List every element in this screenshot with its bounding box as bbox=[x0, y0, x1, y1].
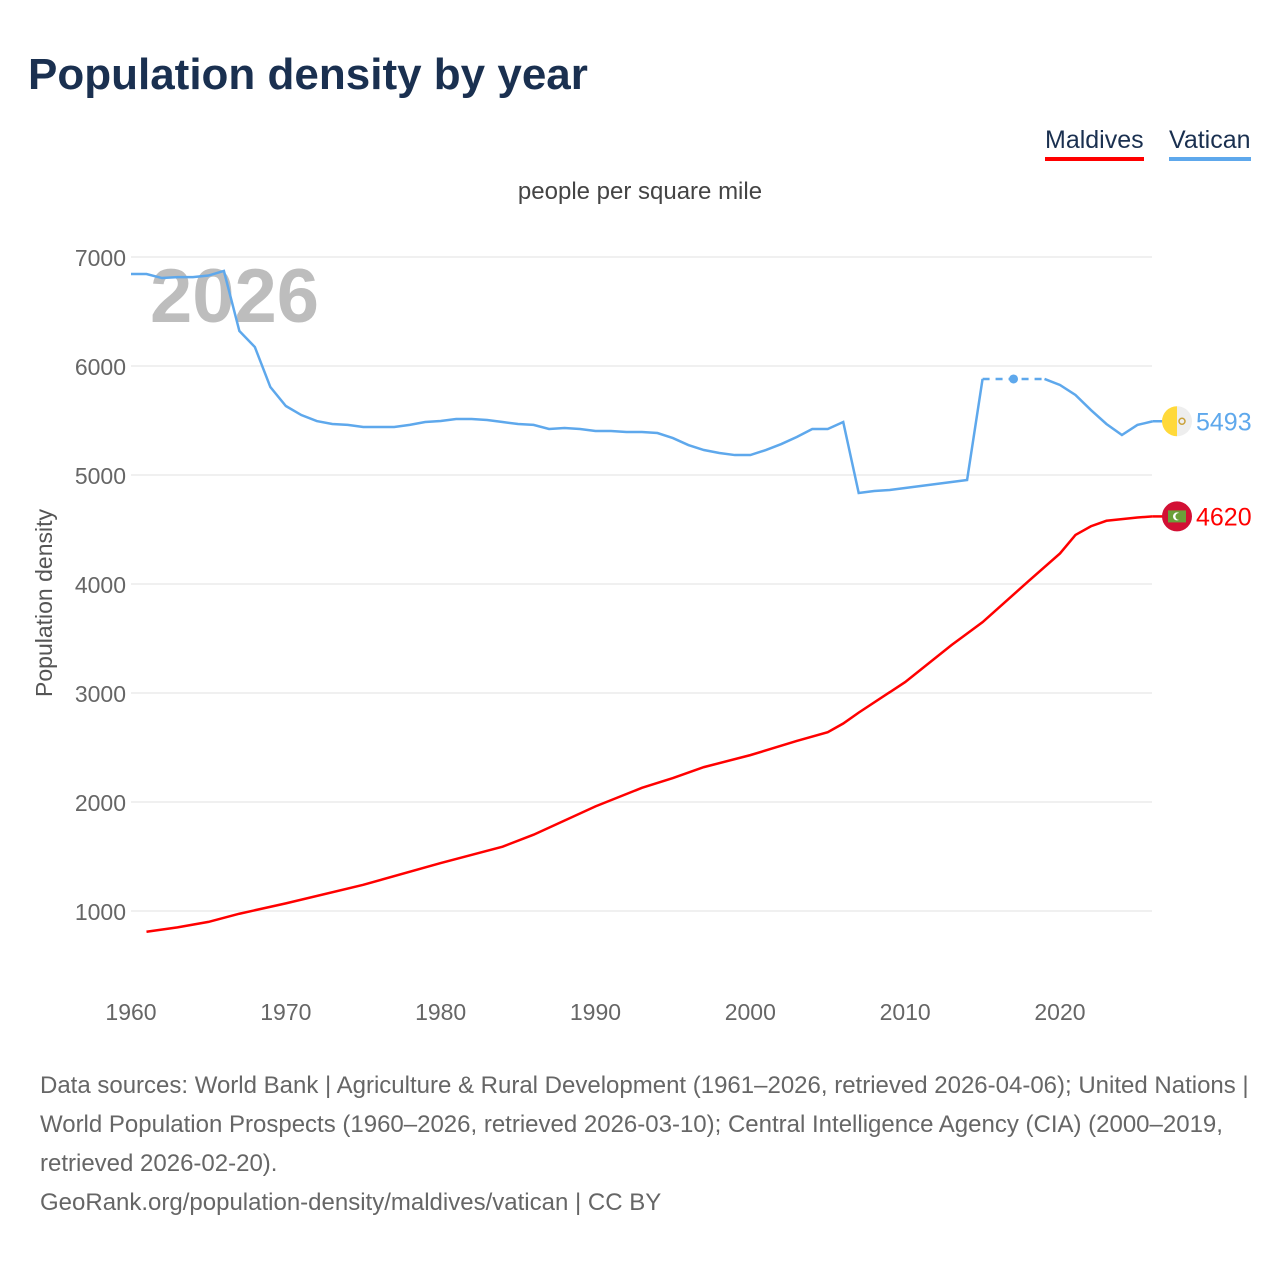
vatican-keys-icon bbox=[1178, 417, 1186, 426]
y-tick-label: 3000 bbox=[75, 681, 126, 707]
line-chart: 1000 2000 3000 4000 5000 6000 7000 1960 1970 1980… bbox=[31, 245, 1252, 1025]
unit-label: people per square mile bbox=[517, 178, 763, 205]
legend-maldives[interactable]: Maldives bbox=[1045, 126, 1144, 161]
vatican-line bbox=[131, 269, 984, 495]
vatican-flag-icon bbox=[1162, 406, 1177, 437]
vatican-point bbox=[1009, 374, 1019, 384]
legend-vatican[interactable]: Vatican bbox=[1169, 126, 1251, 161]
x-tick-label: 1980 bbox=[415, 999, 466, 1025]
y-tick-label: 5000 bbox=[75, 463, 126, 489]
x-tick-label: 1970 bbox=[260, 999, 311, 1025]
x-tick-label: 1990 bbox=[570, 999, 621, 1025]
y-tick-label: 1000 bbox=[75, 899, 126, 925]
y-tick-label: 2000 bbox=[75, 790, 126, 816]
vatican-line bbox=[1044, 377, 1154, 437]
maldives-line bbox=[146, 515, 1153, 933]
crescent-icon bbox=[1175, 513, 1183, 520]
year-watermark: 2026 bbox=[150, 254, 319, 339]
y-tick-label: 7000 bbox=[75, 245, 126, 271]
vatican-end-label: 5493 bbox=[1196, 408, 1252, 436]
source-link[interactable]: GeoRank.org/population-density/maldives/… bbox=[40, 1189, 662, 1216]
x-tick-label: 2000 bbox=[725, 999, 776, 1025]
x-tick-label: 2020 bbox=[1034, 999, 1085, 1025]
maldives-end-label: 4620 bbox=[1196, 503, 1252, 531]
y-tick-label: 4000 bbox=[75, 572, 126, 598]
y-tick-label: 6000 bbox=[75, 354, 126, 380]
footer: Data sources: World Bank | Agriculture &… bbox=[40, 1066, 1250, 1222]
x-tick-label: 1960 bbox=[105, 999, 156, 1025]
y-axis-label: Population density bbox=[31, 509, 57, 697]
x-tick-label: 2010 bbox=[880, 999, 931, 1025]
data-sources: Data sources: World Bank | Agriculture &… bbox=[40, 1072, 1249, 1177]
chart-title: Population density by year bbox=[28, 50, 588, 99]
